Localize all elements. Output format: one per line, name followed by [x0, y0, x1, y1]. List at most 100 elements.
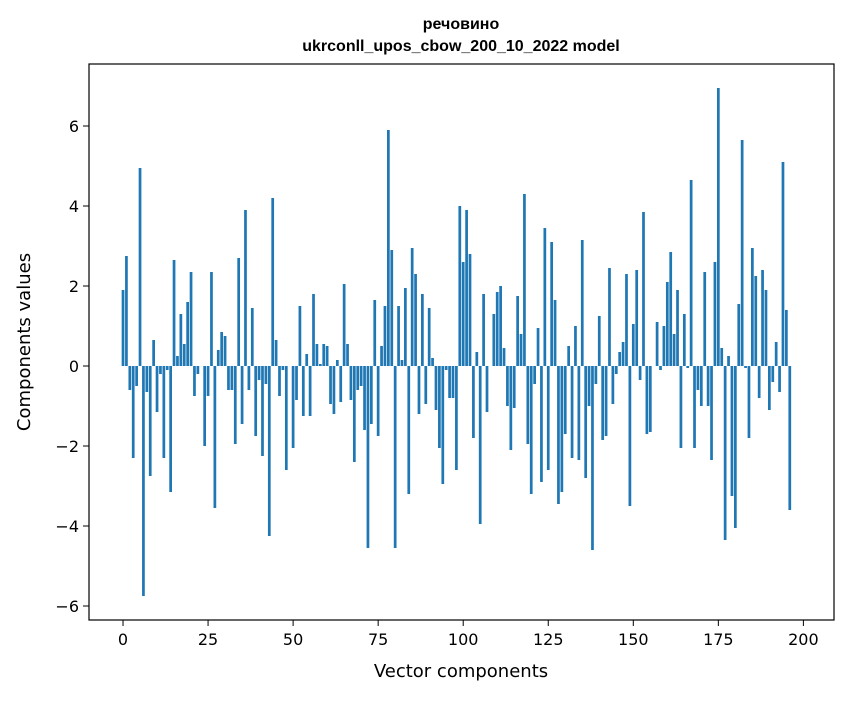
bar — [605, 366, 608, 436]
bar — [319, 364, 322, 366]
bar — [554, 300, 557, 366]
bar — [231, 366, 234, 390]
bar — [731, 366, 734, 496]
bar — [751, 248, 754, 366]
bar — [173, 260, 176, 366]
bar — [156, 366, 159, 412]
bar — [438, 366, 441, 448]
bar — [765, 290, 768, 366]
bar — [411, 248, 414, 366]
bar — [285, 366, 288, 470]
bar — [271, 198, 274, 366]
bar — [455, 366, 458, 470]
bar — [676, 290, 679, 366]
bar — [214, 366, 217, 508]
bar — [567, 346, 570, 366]
bar — [707, 366, 710, 406]
bar — [373, 300, 376, 366]
bar — [771, 366, 774, 382]
bar — [452, 366, 455, 398]
bar — [775, 342, 778, 366]
bar — [486, 366, 489, 412]
bar — [295, 366, 298, 400]
bar — [333, 366, 336, 414]
bar — [629, 366, 632, 506]
bar — [217, 350, 220, 366]
y-tick-label: 6 — [69, 117, 79, 136]
bar — [244, 210, 247, 366]
bar — [717, 88, 720, 366]
bar — [292, 366, 295, 448]
bar — [673, 334, 676, 366]
bar — [720, 348, 723, 366]
bar — [203, 366, 206, 446]
bar — [663, 326, 666, 366]
bar — [666, 282, 669, 366]
bar — [122, 290, 125, 366]
bar — [700, 366, 703, 406]
bar — [227, 366, 230, 390]
bar — [622, 342, 625, 366]
bar — [397, 306, 400, 366]
bar — [380, 346, 383, 366]
chart-title-line2: ukrconll_upos_cbow_200_10_2022 model — [302, 38, 619, 55]
bar — [724, 366, 727, 540]
bar — [714, 262, 717, 366]
bar — [339, 366, 342, 402]
bar — [499, 286, 502, 366]
bar — [557, 366, 560, 504]
bar — [693, 366, 696, 448]
bar — [669, 252, 672, 366]
bar — [581, 240, 584, 366]
bar — [441, 366, 444, 484]
bar — [183, 344, 186, 366]
bar — [237, 258, 240, 366]
bar — [625, 274, 628, 366]
bar — [428, 308, 431, 366]
bar — [761, 270, 764, 366]
bar — [782, 162, 785, 366]
bar — [492, 314, 495, 366]
bar — [387, 130, 390, 366]
bar — [193, 366, 196, 396]
bar — [530, 366, 533, 494]
bar — [254, 366, 257, 436]
bar — [336, 360, 339, 366]
bar — [431, 358, 434, 366]
bar — [132, 366, 135, 458]
bar — [302, 366, 305, 416]
bar — [186, 302, 189, 366]
bar — [635, 270, 638, 366]
x-tick-label: 150 — [618, 630, 649, 649]
bar — [312, 294, 315, 366]
y-tick-label: 4 — [69, 197, 79, 216]
bar — [547, 366, 550, 470]
bar — [618, 352, 621, 366]
bar — [656, 322, 659, 366]
bar — [523, 194, 526, 366]
y-tick-label: 2 — [69, 277, 79, 296]
y-tick-label: 0 — [69, 357, 79, 376]
bar — [680, 366, 683, 448]
bar — [697, 366, 700, 390]
bar — [591, 366, 594, 550]
bar — [516, 296, 519, 366]
bar — [149, 366, 152, 476]
bar — [526, 366, 529, 444]
bar — [316, 344, 319, 366]
bar — [543, 228, 546, 366]
bar — [727, 356, 730, 366]
bar — [329, 366, 332, 404]
bar — [139, 168, 142, 366]
bar — [737, 304, 740, 366]
bar — [159, 366, 162, 374]
bar — [207, 366, 210, 396]
bar — [190, 272, 193, 366]
bar — [370, 366, 373, 424]
x-axis-label: Vector components — [374, 661, 548, 682]
bar — [686, 366, 689, 368]
y-axis-label: Components values — [14, 253, 35, 431]
bar — [152, 340, 155, 366]
